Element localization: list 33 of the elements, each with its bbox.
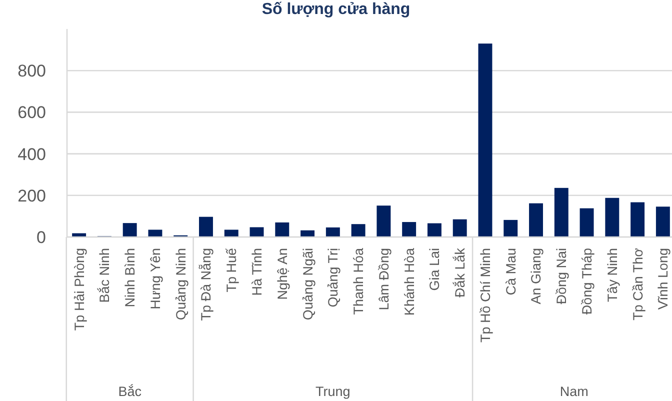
text: Trung — [316, 384, 350, 399]
x-tick-label: Tp Huế — [224, 248, 240, 292]
x-tick-label: Đồng Tháp — [580, 248, 595, 315]
text: Nam — [560, 384, 588, 399]
x-tick-label: Vĩnh Long — [656, 248, 671, 310]
x-tick-label: Ninh Bình — [122, 248, 138, 308]
x-tick-label: Khánh Hòa — [402, 248, 417, 316]
x-tick-label: Quảng Ninh — [173, 248, 188, 320]
y-tick-label: 800 — [18, 62, 46, 81]
x-tick-label: Tp Hải Phòng — [72, 248, 87, 331]
x-tick-label: Quảng Trị — [326, 248, 341, 308]
x-tick-label: Lâm Đồng — [376, 248, 392, 310]
x-tick-label: Tây Ninh — [604, 248, 620, 302]
x-tick-label: Nghệ An — [274, 248, 290, 300]
y-tick-label: 400 — [18, 144, 46, 164]
x-tick-label: An Giang — [528, 248, 544, 304]
x-tick-label: Tp Hồ Chí Minh — [478, 248, 493, 343]
y-tick-label: 200 — [18, 186, 46, 206]
x-tick-label: Hưng Yên — [148, 248, 163, 310]
chart-title: Số lượng cửa hàng — [262, 1, 410, 18]
x-tick-label: Bắc Ninh — [97, 248, 112, 303]
x-tick-label: Đồng Nai — [554, 248, 570, 304]
x-tick-label: Đắk Lắk — [452, 248, 468, 298]
x-tick-label: Gia Lai — [427, 248, 442, 291]
text: Bắc — [118, 384, 142, 399]
x-tick-label: Tp Đà Nẵng — [198, 248, 214, 321]
x-tick-label: Thanh Hóa — [351, 248, 366, 315]
x-tick-label: Cà Mau — [503, 248, 518, 296]
x-tick-label: Tp Cần Thơ — [630, 248, 646, 320]
y-tick-label: 600 — [18, 103, 46, 122]
x-tick-label: Quảng Ngãi — [300, 248, 316, 320]
x-tick-label: Hà Tĩnh — [249, 248, 264, 296]
y-tick-label: 0 — [36, 228, 46, 247]
